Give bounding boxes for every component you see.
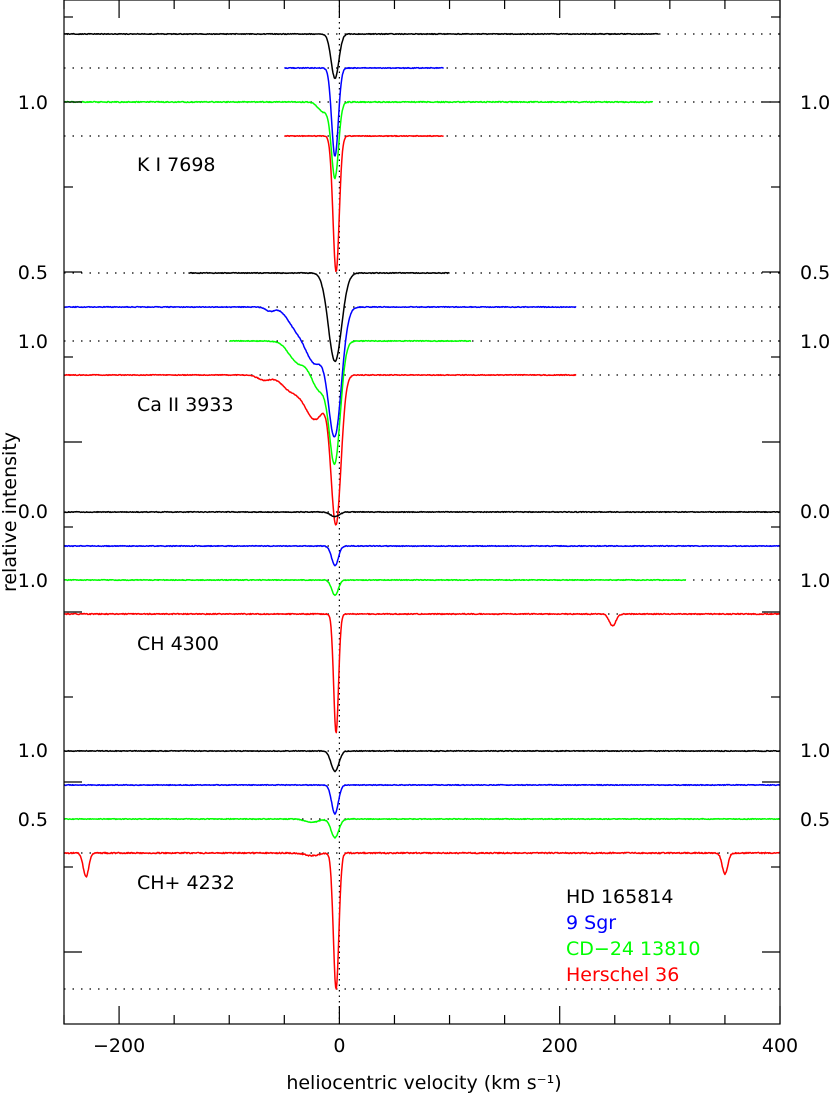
spectrum-ca-ii-3933-cd-24-13810 xyxy=(229,339,472,466)
spectrum-k-i-7698-herschel-36 xyxy=(283,134,444,273)
spectrum-ca-ii-3933-hd-165814 xyxy=(188,271,450,363)
x-tick-label: −200 xyxy=(93,1035,145,1057)
y-tick-label-right: 0.5 xyxy=(800,809,830,831)
y-tick-label-left: 0.0 xyxy=(18,501,48,523)
panel-label-chplus: CH+ 4232 xyxy=(137,872,235,894)
spectrum-k-i-7698-cd-24-13810 xyxy=(63,100,654,180)
tick-labels: −200 0 200 400 1.0 1.0 0.5 0.5 1.0 1.0 0.0 0.0 1.0 1.… xyxy=(18,92,830,1057)
x-tick-label: 200 xyxy=(542,1035,578,1057)
legend-entry-cd2413810: CD−24 13810 xyxy=(566,938,700,960)
y-tick-label-left: 0.5 xyxy=(18,262,48,284)
spectrum-k-i-7698-9-sgr xyxy=(284,66,444,157)
legend-entry-herschel36: Herschel 36 xyxy=(566,964,679,986)
y-tick-label-right: 1.0 xyxy=(800,92,830,114)
y-axis-label: relative intensity xyxy=(0,432,21,592)
legend-entry-9sgr: 9 Sgr xyxy=(566,912,616,934)
spectrum-ca-ii-3933-herschel-36 xyxy=(63,373,577,526)
axis-ticks xyxy=(63,0,781,1024)
y-tick-label-right: 0.5 xyxy=(800,262,830,284)
spectrum-ch-4300-9-sgr xyxy=(63,544,781,567)
spectrum-ch-4300-cd-24-13810 xyxy=(63,578,687,597)
y-tick-label-left: 1.0 xyxy=(18,92,48,114)
spectrum-ca-ii-3933-9-sgr xyxy=(63,305,577,438)
y-tick-label-left: 1.0 xyxy=(18,570,48,592)
y-tick-label-left: 0.5 xyxy=(18,809,48,831)
spectrum-ch-4232-hd-165814 xyxy=(63,749,781,773)
x-axis-label: heliocentric velocity (km s⁻¹) xyxy=(286,1072,561,1094)
spectra-series xyxy=(63,32,781,990)
spectrum-ch-4232-herschel-36 xyxy=(63,851,780,990)
spectrum-ch-4300-herschel-36 xyxy=(63,612,780,734)
y-tick-label-left: 1.0 xyxy=(18,331,48,353)
spectrum-ch-4300-hd-165814 xyxy=(63,510,780,518)
y-tick-label-right: 0.0 xyxy=(800,501,830,523)
y-tick-label-right: 1.0 xyxy=(800,570,830,592)
legend-entry-hd165814: HD 165814 xyxy=(566,886,674,908)
panel-label-k1: K I 7698 xyxy=(137,154,216,176)
x-tick-label: 0 xyxy=(333,1035,345,1057)
spectrum-k-i-7698-hd-165814 xyxy=(63,32,659,80)
y-tick-label-right: 1.0 xyxy=(800,331,830,353)
y-tick-label-right: 1.0 xyxy=(800,740,830,762)
y-tick-label-left: 1.0 xyxy=(18,740,48,762)
plot-frame xyxy=(63,0,781,1025)
spectrum-ch-4232-cd-24-13810 xyxy=(63,817,781,839)
x-tick-label: 400 xyxy=(762,1035,798,1057)
spectrum-ch-4232-9-sgr xyxy=(63,783,780,815)
panel-label-ca2: Ca II 3933 xyxy=(137,394,234,416)
panel-label-ch: CH 4300 xyxy=(137,633,219,655)
